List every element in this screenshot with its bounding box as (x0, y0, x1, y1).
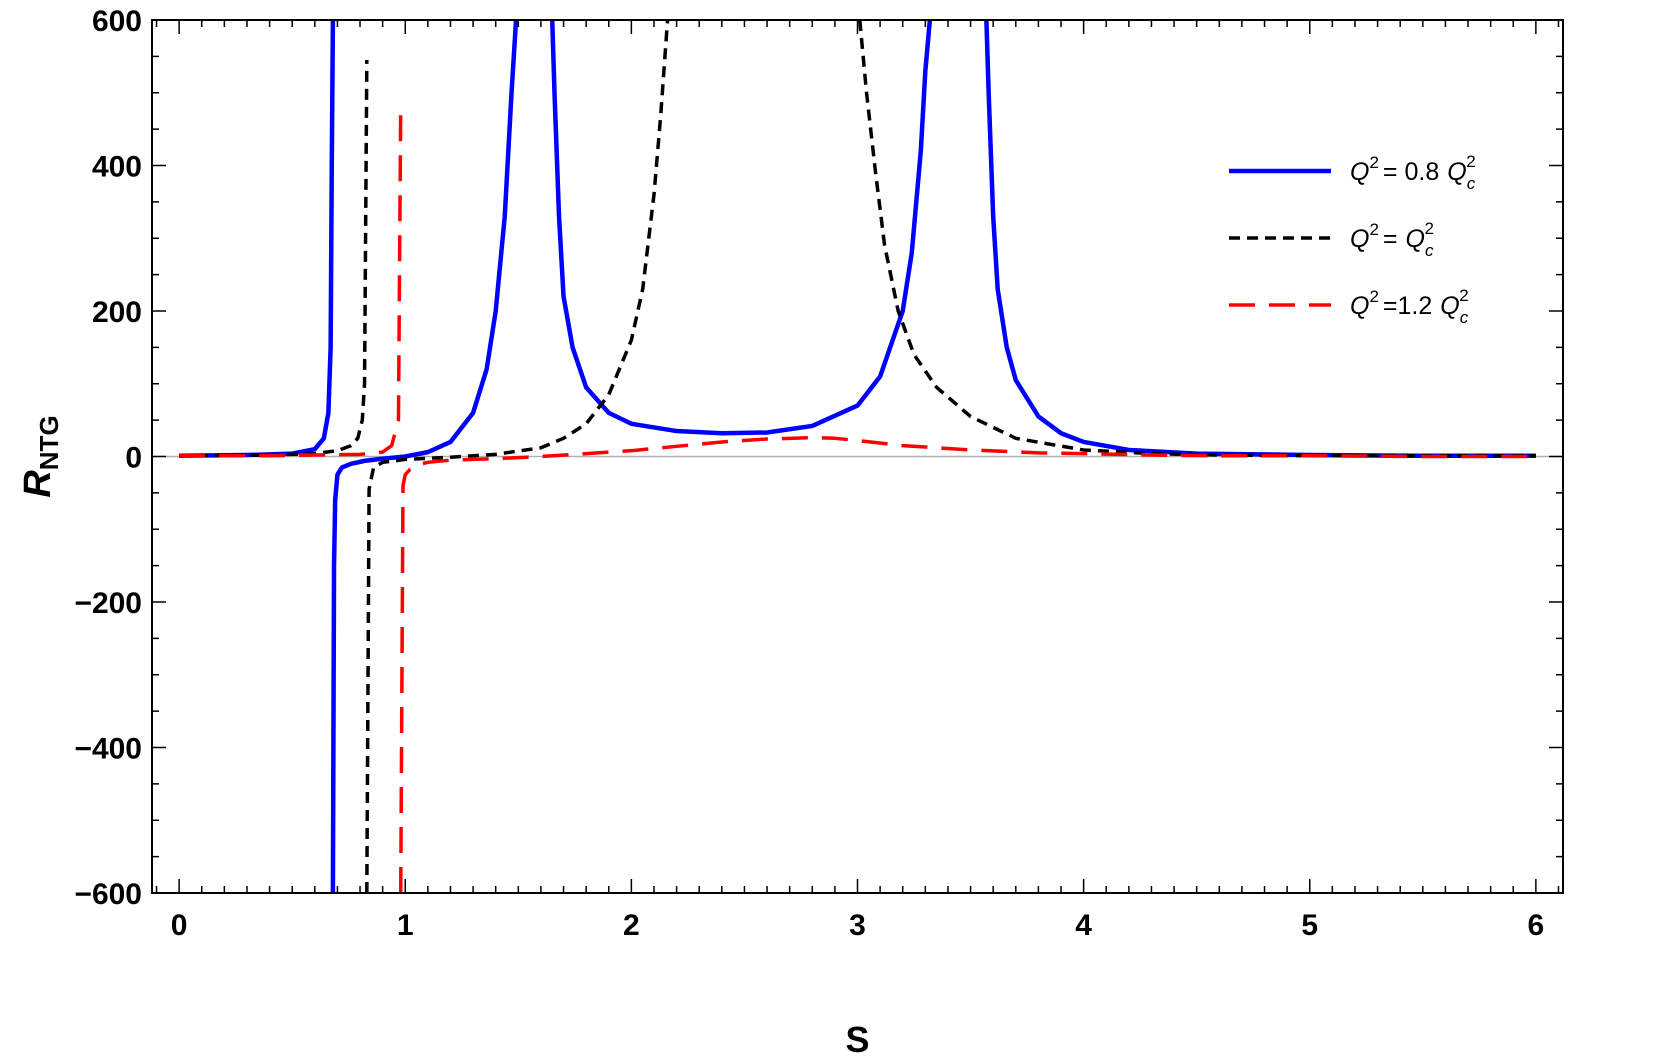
x-tick-label: 5 (1301, 909, 1318, 942)
legend-black-sup2: 2 (1424, 219, 1433, 238)
legend-blue-qc: Q (1447, 158, 1466, 186)
y-tick-label: 0 (125, 442, 142, 475)
legend-label-red: Q2 =1.2 Qc2 (1350, 286, 1469, 327)
legend-blue-sup2: 2 (1466, 152, 1475, 171)
y-tick-label: 400 (92, 151, 142, 184)
series-clip-group (179, 20, 1536, 893)
legend-red-sup1: 2 (1369, 287, 1378, 306)
series-blue-segment-1 (330, 20, 519, 893)
legend-red-eq: =1.2 (1383, 292, 1432, 320)
x-tick-label: 4 (1075, 909, 1092, 942)
legend-black-sup1: 2 (1369, 220, 1378, 239)
legend-red-sup2: 2 (1459, 286, 1468, 305)
y-tick-label: −200 (74, 587, 142, 620)
legend-red-q: Q (1350, 292, 1369, 320)
legend-blue-q: Q (1350, 158, 1369, 186)
series-red-segment-0 (179, 103, 403, 458)
legend-red-qc: Q (1440, 292, 1459, 320)
legend-blue-eq: = 0.8 (1383, 158, 1439, 186)
y-tick-label: −600 (74, 878, 142, 911)
x-tick-label: 6 (1528, 909, 1545, 942)
y-tick-label: −400 (74, 733, 142, 766)
x-tick-label: 0 (171, 909, 188, 942)
y-axis-label: RNTG (17, 415, 64, 497)
x-tick-label: 1 (397, 909, 414, 942)
legend-black-sub: c (1425, 241, 1434, 260)
series-blue-segment-3 (984, 20, 1536, 459)
series-red-segment-1 (398, 435, 1536, 893)
series-layer (179, 20, 1536, 893)
y-tick-label: 200 (92, 296, 142, 329)
legend-black-qc: Q (1406, 225, 1425, 253)
legend-label-black: Q2 = Qc2 (1350, 219, 1434, 260)
legend-black-q: Q (1350, 225, 1369, 253)
ticks-layer (152, 19, 1563, 894)
series-black-segment-0 (179, 59, 369, 458)
series-blue-segment-2 (549, 20, 933, 436)
legend-blue-sup1: 2 (1369, 153, 1378, 172)
y-axis-label-sub: NTG (34, 415, 64, 470)
legend-red-sub: c (1460, 308, 1469, 327)
y-axis-label-main: R (17, 470, 59, 498)
legend-blue-sub: c (1467, 174, 1476, 193)
x-tick-label: 2 (623, 909, 640, 942)
legend-label-blue: Q2 = 0.8 Qc2 (1350, 152, 1476, 193)
y-tick-label: 600 (92, 5, 142, 38)
tick-labels-layer: 0 1 2 3 4 5 6 −600 −400 −200 0 200 400 600 (74, 5, 1544, 942)
x-axis-label: S (845, 1019, 869, 1060)
legend-black-eq: = (1383, 225, 1398, 253)
x-tick-label: 3 (849, 909, 866, 942)
